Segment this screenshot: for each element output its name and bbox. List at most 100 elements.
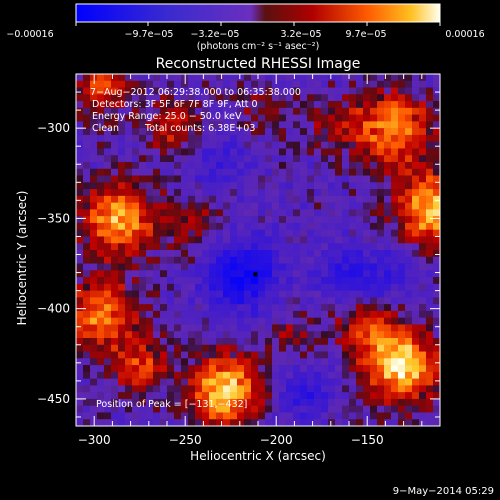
heatmap-cell — [125, 263, 133, 271]
heatmap-cell — [90, 202, 98, 210]
heatmap-cell — [153, 344, 161, 352]
heatmap-cell — [258, 256, 266, 264]
heatmap-cell — [97, 263, 105, 271]
heatmap-cell — [342, 338, 350, 346]
heatmap-cell — [118, 351, 126, 359]
heatmap-cell — [230, 162, 238, 170]
heatmap-cell — [76, 80, 84, 88]
heatmap-cell — [230, 175, 238, 183]
heatmap-cell — [307, 317, 315, 325]
heatmap-cell — [216, 182, 224, 190]
heatmap-cell — [426, 101, 434, 109]
heatmap-cell — [384, 304, 392, 312]
heatmap-cell — [104, 128, 112, 136]
heatmap-cell — [279, 344, 287, 352]
heatmap-cell — [328, 419, 336, 426]
heatmap-cell — [398, 365, 406, 373]
heatmap-cell — [335, 405, 343, 413]
heatmap-cell — [391, 412, 399, 420]
heatmap-cell — [244, 236, 252, 244]
heatmap-cell — [146, 378, 154, 386]
heatmap-cell — [321, 256, 329, 264]
heatmap-cell — [426, 290, 434, 298]
heatmap-cell — [426, 216, 434, 224]
heatmap-cell — [174, 141, 182, 149]
heatmap-cell — [433, 216, 440, 224]
heatmap-cell — [167, 263, 175, 271]
heatmap-cell — [181, 338, 189, 346]
heatmap-cell — [104, 87, 112, 95]
heatmap-cell — [300, 87, 308, 95]
heatmap-cell — [188, 385, 196, 393]
heatmap-cell — [132, 324, 140, 332]
heatmap-cell — [328, 412, 336, 420]
heatmap-cell — [384, 263, 392, 271]
heatmap-cell — [153, 114, 161, 122]
heatmap-cell — [419, 297, 427, 305]
heatmap-cell — [384, 236, 392, 244]
heatmap-cell — [139, 195, 147, 203]
heatmap-cell — [195, 263, 203, 271]
heatmap-cell — [174, 80, 182, 88]
heatmap-cell — [83, 141, 91, 149]
heatmap-cell — [356, 162, 364, 170]
heatmap-cell — [300, 412, 308, 420]
heatmap-cell — [286, 141, 294, 149]
heatmap-cell — [230, 216, 238, 224]
heatmap-cell — [279, 94, 287, 102]
heatmap-cell — [188, 263, 196, 271]
heatmap-cell — [384, 250, 392, 258]
heatmap-cell — [412, 344, 420, 352]
heatmap-cell — [265, 128, 273, 136]
heatmap-cell — [104, 385, 112, 393]
heatmap-cell — [216, 317, 224, 325]
heatmap-cell — [419, 107, 427, 115]
heatmap-cell — [307, 189, 315, 197]
heatmap-cell — [167, 195, 175, 203]
heatmap-cell — [279, 398, 287, 406]
heatmap-cell — [251, 195, 259, 203]
heatmap-cell — [174, 297, 182, 305]
heatmap-cell — [335, 365, 343, 373]
heatmap-cell — [370, 107, 378, 115]
heatmap-cell — [342, 209, 350, 217]
heatmap-cell — [174, 148, 182, 156]
heatmap-cell — [90, 365, 98, 373]
heatmap-cell — [335, 324, 343, 332]
heatmap-cell — [426, 74, 434, 82]
heatmap-cell — [223, 101, 231, 109]
heatmap-cell — [377, 283, 385, 291]
heatmap-cell — [349, 283, 357, 291]
heatmap-cell — [209, 195, 217, 203]
heatmap-cell — [76, 134, 84, 142]
heatmap-cell — [328, 378, 336, 386]
heatmap-cell — [433, 74, 440, 82]
heatmap-cell — [153, 107, 161, 115]
heatmap-cell — [272, 405, 280, 413]
heatmap-cell — [216, 250, 224, 258]
heatmap-cell — [419, 155, 427, 163]
heatmap-cell — [209, 310, 217, 318]
heatmap-cell — [377, 121, 385, 129]
heatmap-cell — [300, 202, 308, 210]
heatmap-cell — [251, 412, 259, 420]
heatmap-cell — [349, 155, 357, 163]
heatmap-cell — [237, 412, 245, 420]
heatmap-cell — [314, 283, 322, 291]
heatmap-cell — [223, 283, 231, 291]
heatmap-cell — [118, 236, 126, 244]
heatmap-cell — [83, 297, 91, 305]
heatmap-cell — [272, 202, 280, 210]
heatmap-cell — [195, 324, 203, 332]
heatmap-cell — [286, 385, 294, 393]
heatmap-cell — [83, 243, 91, 251]
heatmap-cell — [335, 182, 343, 190]
heatmap-cell — [76, 290, 84, 298]
heatmap-cell — [377, 365, 385, 373]
heatmap-cell — [118, 412, 126, 420]
heatmap-cell — [160, 250, 168, 258]
heatmap-cell — [419, 419, 427, 426]
heatmap-cell — [405, 189, 413, 197]
heatmap-cell — [405, 243, 413, 251]
heatmap-cell — [363, 398, 371, 406]
